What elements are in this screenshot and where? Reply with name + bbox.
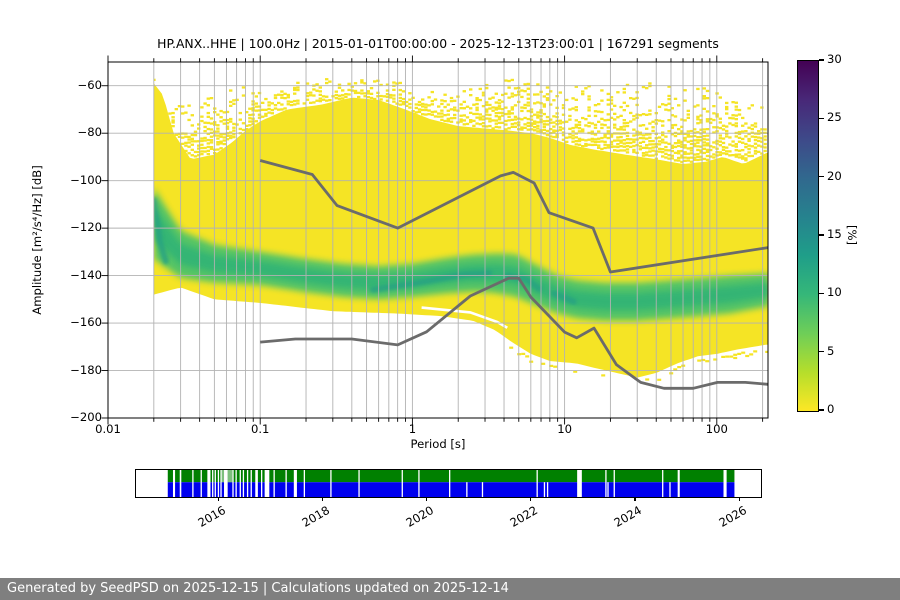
colorbar-tick-label: 5: [827, 343, 835, 358]
axis-ticks: [101, 55, 764, 425]
y-tick-label: −160: [70, 315, 102, 330]
y-tick-label: −180: [70, 362, 102, 377]
year-tick: [530, 497, 532, 501]
colorbar-tick-label: 15: [827, 227, 842, 241]
footer-bar: Generated by SeedPSD on 2025-12-15 | Cal…: [0, 578, 900, 600]
x-tick-label: 0.1: [250, 422, 270, 436]
y-tick-label: −100: [70, 172, 102, 187]
year-tick: [738, 497, 740, 501]
year-tick-label: 2026: [716, 503, 749, 530]
noise-model-lines: [259, 159, 768, 390]
colorbar-tick: [819, 409, 824, 411]
timeline-segments: [167, 470, 735, 497]
year-tick-label: 2020: [403, 503, 437, 530]
y-tick-label: −80: [77, 125, 102, 140]
x-tick-label: 0.01: [95, 422, 121, 436]
x-tick-label: 10: [557, 422, 572, 436]
x-tick-label: 100: [705, 422, 728, 436]
y-tick-label: −200: [70, 410, 102, 424]
colorbar-tick: [819, 351, 824, 353]
year-tick: [634, 497, 636, 501]
plot-frame: [107, 61, 769, 419]
y-tick-label: −120: [70, 220, 102, 235]
colorbar: [797, 60, 819, 412]
y-tick-label: −140: [70, 267, 102, 282]
footer-text: Generated by SeedPSD on 2025-12-15 | Cal…: [7, 581, 509, 596]
x-axis-label: Period [s]: [410, 437, 466, 451]
colorbar-tick-label: 30: [827, 52, 842, 66]
colorbar-tick-label: 10: [827, 285, 842, 300]
year-tick-label: 2016: [195, 503, 228, 530]
y-tick-label: −60: [77, 77, 102, 92]
x-tick-label: 1: [408, 422, 417, 436]
ppsd-heatmap: [153, 78, 768, 381]
year-tick-label: 2024: [611, 503, 645, 530]
chart-title: HP.ANX..HHE | 100.0Hz | 2015-01-01T00:00…: [157, 36, 719, 51]
year-tick-label: 2022: [507, 503, 541, 530]
year-tick: [321, 497, 324, 501]
colorbar-tick-label: 20: [827, 168, 842, 183]
timeline-bar: [135, 469, 762, 498]
colorbar-tick: [819, 176, 824, 178]
y-axis-label: Amplitude [m²/s⁴/Hz] [dB]: [30, 165, 44, 315]
colorbar-tick-label: 25: [827, 110, 842, 125]
colorbar-gradient: [798, 61, 818, 411]
colorbar-tick: [819, 59, 824, 61]
colorbar-unit-label: [%]: [845, 224, 859, 246]
colorbar-tick: [819, 292, 824, 294]
year-tick: [217, 497, 219, 501]
colorbar-tick: [819, 117, 824, 119]
colorbar-tick: [819, 234, 824, 236]
colorbar-tick-label: 0: [827, 402, 835, 416]
year-tick-label: 2018: [299, 503, 332, 530]
main-plot: [101, 55, 769, 425]
year-tick: [426, 497, 428, 501]
